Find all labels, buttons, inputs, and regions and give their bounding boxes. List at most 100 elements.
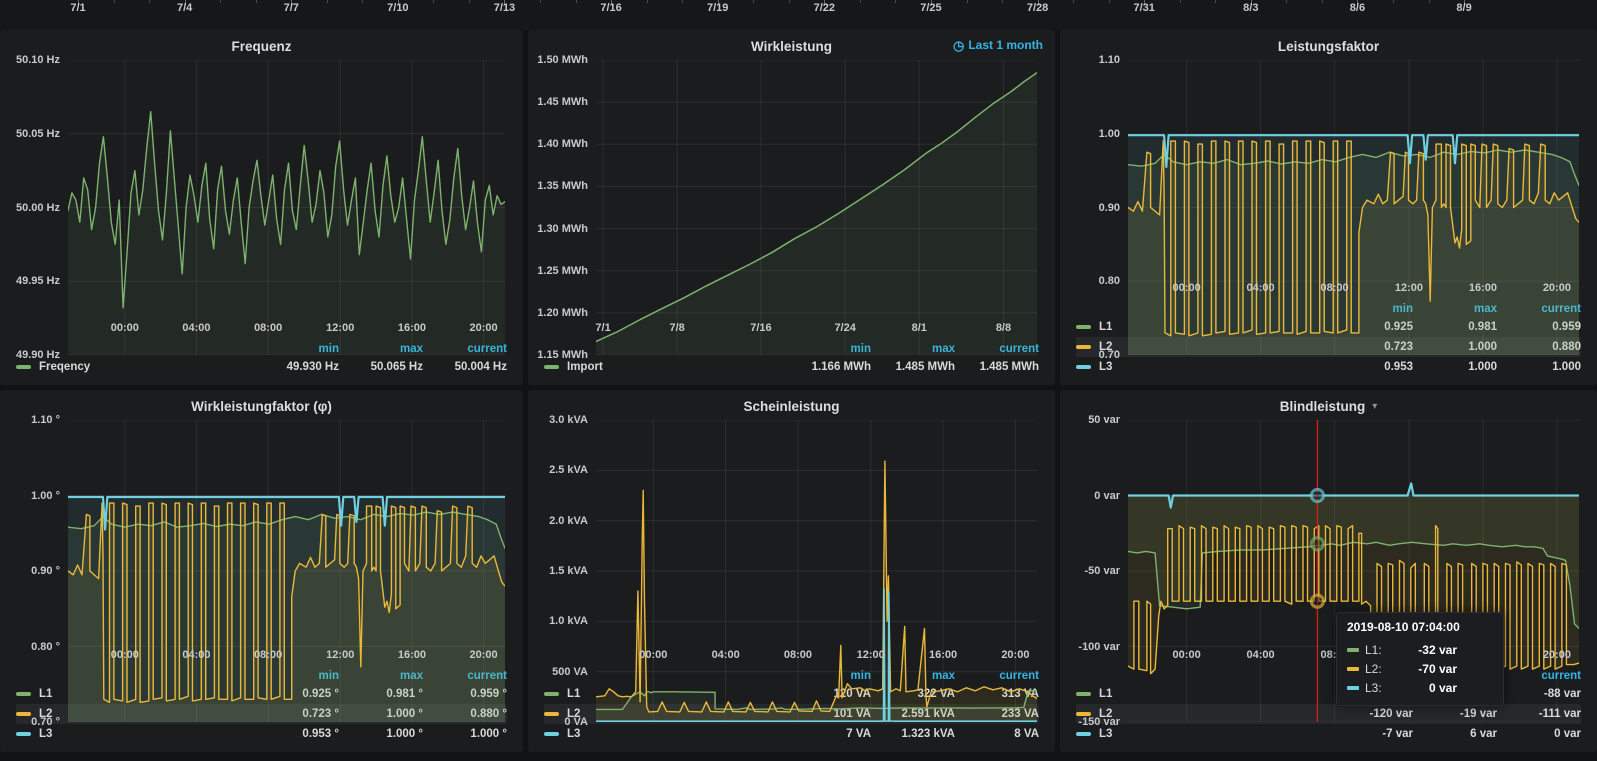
panel-title[interactable]: Wirkleistungfaktor (φ) <box>191 398 332 414</box>
y-tick-label: 1.10 ° <box>31 414 60 426</box>
legend-current-value: 0.880 <box>1552 341 1581 353</box>
legend-sort-max[interactable]: max <box>339 670 423 682</box>
x-axis: 00:00 04:00 08:00 12:00 16:00 20:00 <box>1128 278 1579 298</box>
legend-sort-current[interactable]: current <box>999 342 1039 355</box>
legend-sort-current[interactable]: current <box>999 669 1039 682</box>
frequenz-graph[interactable] <box>68 60 505 355</box>
panel-menu-caret-icon[interactable]: ▾ <box>1372 400 1378 412</box>
legend-series-toggle[interactable]: L3 <box>39 728 53 740</box>
legend-sort-max[interactable]: max <box>871 670 955 682</box>
legend-series-toggle[interactable]: L2 <box>567 708 581 720</box>
legend-sort-current[interactable]: current <box>1541 669 1581 682</box>
timeline-tick <box>1109 0 1110 3</box>
legend-row-L1: L1 0.925 ° 0.981 ° 0.959 ° <box>16 684 507 704</box>
legend-min-value: -7 var <box>1382 728 1413 740</box>
legend-series-toggle[interactable]: L1 <box>1099 321 1113 333</box>
wirkleistung-plot[interactable] <box>596 60 1037 355</box>
legend-series-toggle[interactable]: L2 <box>1099 708 1113 720</box>
legend-current-value: 50.004 Hz <box>454 361 507 373</box>
x-tick-label: 8/8 <box>995 322 1012 334</box>
legend-series-toggle[interactable]: L1 <box>39 688 53 700</box>
series-swatch <box>544 692 559 696</box>
y-axis: 3.0 kVA 2.5 kVA 2.0 kVA 1.5 kVA 1.0 kVA 500 V… <box>528 414 596 728</box>
panel-title[interactable]: Blindleistung <box>1279 398 1366 414</box>
panel-blindleistung: Blindleistung ▾ 50 var 0 var -50 var -100 v… <box>1060 390 1597 752</box>
legend-sort-current[interactable]: current <box>467 669 507 682</box>
legend-series-toggle[interactable]: Import <box>567 361 603 373</box>
panel-header: Frequenz <box>0 32 523 60</box>
series-swatch <box>16 692 31 696</box>
y-tick-label: 0.80 ° <box>31 640 60 653</box>
series-swatch <box>1076 692 1091 696</box>
clock-icon: ◷ <box>952 37 965 53</box>
x-tick-label: 08:00 <box>254 649 283 661</box>
leistungsfaktor-plot[interactable] <box>1128 60 1579 355</box>
legend-row-L2: L2 0.7231.000 0.880 <box>1076 337 1581 357</box>
legend-series-toggle[interactable]: L3 <box>1099 728 1113 740</box>
x-tick-label: 00:00 <box>1172 282 1201 294</box>
legend-sort-min[interactable]: min <box>1392 302 1413 315</box>
legend-max-value: 1.323 kVA <box>901 728 956 740</box>
series-swatch <box>1076 712 1091 716</box>
tooltip-series-value: -70 var <box>1418 661 1457 676</box>
legend-headers: min max current <box>1076 300 1581 317</box>
legend-min-value: 7 VA <box>846 728 871 740</box>
legend-series-toggle[interactable]: L3 <box>567 728 581 740</box>
timeline-tick <box>149 0 150 3</box>
legend-sort-min[interactable]: min <box>318 342 339 355</box>
leistungsfaktor-graph[interactable] <box>1128 60 1579 355</box>
panel-title[interactable]: Scheinleistung <box>743 398 840 414</box>
legend-sort-max[interactable]: max <box>1473 302 1497 315</box>
time-range-label: Last 1 month <box>968 38 1043 52</box>
scheinleistung-graph[interactable] <box>596 420 1037 722</box>
series-swatch <box>1347 685 1359 690</box>
panel-title[interactable]: Frequenz <box>231 38 292 54</box>
frequenz-plot[interactable] <box>68 60 505 355</box>
legend-min-value: 0.925 ° <box>302 688 339 700</box>
y-tick-label: 500 VA <box>552 665 588 678</box>
legend-series-toggle[interactable]: L3 <box>1099 361 1113 373</box>
legend-sort-current[interactable]: current <box>1541 302 1581 315</box>
legend-current-value: 1.485 MWh <box>979 361 1039 373</box>
legend-sort-current[interactable]: current <box>467 342 507 355</box>
legend-row-Freqency: Freqency 49.930 Hz 50.065 Hz 50.004 Hz <box>16 357 507 377</box>
panel-title[interactable]: Wirkleistung <box>751 38 832 54</box>
legend-sort-min[interactable]: min <box>850 342 871 355</box>
panel-title[interactable]: Leistungsfaktor <box>1277 38 1380 54</box>
legend-sort-min[interactable]: min <box>318 669 339 682</box>
tooltip-series-value: 0 var <box>1428 680 1457 695</box>
timeline-tick <box>1429 0 1430 3</box>
x-tick-label: 08:00 <box>1320 282 1349 294</box>
y-axis: 50 var 0 var -50 var -100 var -150 var <box>1060 414 1128 728</box>
legend-sort-max[interactable]: max <box>931 342 955 355</box>
wirkleistungfaktor-graph[interactable] <box>68 420 505 722</box>
timeline-tick <box>504 0 505 5</box>
x-tick-label: 8/1 <box>911 322 927 334</box>
y-tick-label: 1.15 MWh <box>537 349 588 361</box>
wirkleistung-graph[interactable] <box>596 60 1037 355</box>
scheinleistung-plot[interactable] <box>596 420 1037 722</box>
legend-series-toggle[interactable]: Freqency <box>39 361 91 373</box>
timeline-axis[interactable]: 7/1 7/4 7/7 7/10 7/13 7/16 7/19 7/22 7/25 7/28 7/3… <box>0 0 1597 30</box>
y-tick-label: 1.50 MWh <box>537 54 588 66</box>
legend-series-toggle[interactable]: L1 <box>1099 688 1113 700</box>
legend-current-value: -88 var <box>1543 688 1581 700</box>
legend-max-value: 0.981 <box>1413 321 1497 333</box>
legend-max-value: 322 VA <box>917 688 955 700</box>
timeline-tick <box>1286 0 1287 3</box>
legend-min-value: 49.930 Hz <box>286 361 339 373</box>
timeline-tick <box>1144 0 1145 5</box>
timeline-date-label: 7/10 <box>387 2 409 14</box>
legend-current-value: 8 VA <box>1014 728 1039 740</box>
legend-sort-min[interactable]: min <box>850 669 871 682</box>
time-range-indicator[interactable]: ◷ Last 1 month <box>953 38 1043 52</box>
chart-body: 1.10 ° 1.00 ° 0.90 ° 0.80 ° 0.70 ° 00:00 04:0… <box>0 414 523 728</box>
wirkleistungfaktor-plot[interactable] <box>68 420 505 722</box>
legend-sort-max[interactable]: max <box>339 343 423 355</box>
legend-series-toggle[interactable]: L2 <box>39 708 53 720</box>
legend-series-toggle[interactable]: L2 <box>1099 341 1113 353</box>
legend-series-toggle[interactable]: L1 <box>567 688 581 700</box>
timeline-date-label: 7/16 <box>600 2 622 14</box>
